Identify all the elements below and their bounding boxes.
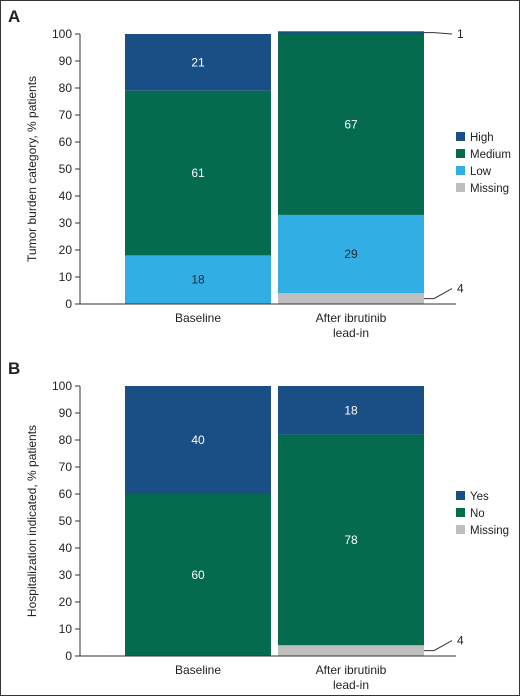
- panel-a-data-label-0-medium: 61: [191, 166, 205, 180]
- panel-a-y-tick-label-50: 50: [59, 162, 73, 176]
- panel-b-x-tick-label-0: Baseline: [175, 663, 221, 677]
- panel-a-bar-0-high: [125, 34, 271, 91]
- panel-a-x-tick-label-1: After ibrutinib: [316, 311, 387, 325]
- panel-b-y-tick-label-10: 10: [59, 622, 73, 636]
- panel-a-data-label-1-medium: 67: [344, 117, 358, 131]
- panel-a-callout-label-1-high: 1: [457, 27, 464, 41]
- panel-a-bar-1-medium: [278, 34, 424, 215]
- panel-b-legend-label-yes: Yes: [470, 491, 489, 503]
- panel-b-x-tick-label-1: After ibrutinib: [316, 663, 387, 677]
- panel-b-y-tick-label-0: 0: [65, 649, 72, 663]
- panel-b-bar-1-yes: [278, 386, 424, 435]
- panel-b-data-label-0-no: 60: [191, 568, 205, 582]
- panel-a-bar-1-missing: [278, 293, 424, 304]
- panel-b-callout-label-1-missing: 4: [457, 634, 464, 648]
- panel-a-label: A: [8, 7, 20, 26]
- panel-a-y-tick-label-90: 90: [59, 54, 73, 68]
- panel-a-bar-1-high: [278, 31, 424, 34]
- panel-a-legend-swatch-low: [456, 166, 465, 175]
- panel-a-legend-swatch-missing: [456, 183, 465, 192]
- panel-b-legend-label-missing: Missing: [470, 525, 509, 537]
- panel-a-x-tick-label-0: Baseline: [175, 311, 221, 325]
- panel-b-y-tick-label-100: 100: [52, 379, 72, 393]
- panel-a-data-label-1-low: 29: [344, 247, 358, 261]
- panel-b-data-label-0-yes: 40: [191, 433, 205, 447]
- panel-a-callout-line-1-high: [424, 32, 453, 35]
- panel-b-legend-swatch-yes: [456, 491, 465, 500]
- panel-a-bar-1-low: [278, 214, 424, 294]
- panel-b-x-tick-label-1: lead-in: [333, 678, 369, 692]
- panel-b-legend-swatch-missing: [456, 525, 465, 534]
- panel-b-bar-0-yes: [125, 386, 271, 494]
- panel-a-legend-label-missing: Missing: [470, 183, 509, 195]
- panel-b-y-tick-label-20: 20: [59, 595, 73, 609]
- panel-b-y-axis-title: Hospitalization indicated, % patients: [25, 425, 39, 617]
- panel-b-legend-label-no: No: [470, 508, 485, 520]
- panel-b-data-label-1-no: 78: [344, 533, 358, 547]
- panel-a-legend-swatch-high: [456, 132, 465, 141]
- panel-a-callout-line-1-missing: [424, 288, 453, 300]
- panel-a-bar-0-low: [125, 255, 271, 304]
- panel-a-y-tick-label-60: 60: [59, 135, 73, 149]
- panel-a-x-tick-label-1: lead-in: [333, 326, 369, 340]
- panel-a-legend-label-high: High: [470, 132, 494, 144]
- panel-a-y-tick-label-80: 80: [59, 81, 73, 95]
- panel-b-label: B: [8, 359, 20, 378]
- panel-a-legend-swatch-medium: [456, 149, 465, 158]
- panel-b-data-label-1-yes: 18: [344, 403, 358, 417]
- panel-b-y-tick-label-30: 30: [59, 568, 73, 582]
- panel-b-bar-1-missing: [278, 645, 424, 656]
- panel-a-bar-0-medium: [125, 90, 271, 256]
- panel-b-y-tick-label-90: 90: [59, 406, 73, 420]
- panel-b-y-tick-label-40: 40: [59, 541, 73, 555]
- panel-a-y-tick-label-100: 100: [52, 27, 72, 41]
- panel-b-y-tick-label-80: 80: [59, 433, 73, 447]
- panel-a-y-tick-label-70: 70: [59, 108, 73, 122]
- panel-a-y-tick-label-10: 10: [59, 270, 73, 284]
- panel-a-data-label-0-high: 21: [191, 55, 205, 69]
- panel-a-data-label-0-low: 18: [191, 273, 205, 287]
- panel-a-legend-label-low: Low: [470, 166, 492, 178]
- panel-b-y-tick-label-50: 50: [59, 514, 73, 528]
- panel-b-y-tick-label-70: 70: [59, 460, 73, 474]
- panel-a-callout-label-1-missing: 4: [457, 282, 464, 296]
- panel-b-legend-swatch-no: [456, 508, 465, 517]
- panel-a-y-axis-title: Tumor burden category, % patients: [25, 76, 39, 262]
- panel-a-y-tick-label-40: 40: [59, 189, 73, 203]
- panel-b-y-tick-label-60: 60: [59, 487, 73, 501]
- panel-a-legend-label-medium: Medium: [470, 149, 511, 161]
- panel-b-callout-line-1-missing: [424, 640, 453, 652]
- panel-b-bar-1-no: [278, 434, 424, 646]
- panel-a-y-tick-label-20: 20: [59, 243, 73, 257]
- panel-a-y-tick-label-30: 30: [59, 216, 73, 230]
- panel-a-y-tick-label-0: 0: [65, 297, 72, 311]
- panel-b-bar-0-no: [125, 494, 271, 656]
